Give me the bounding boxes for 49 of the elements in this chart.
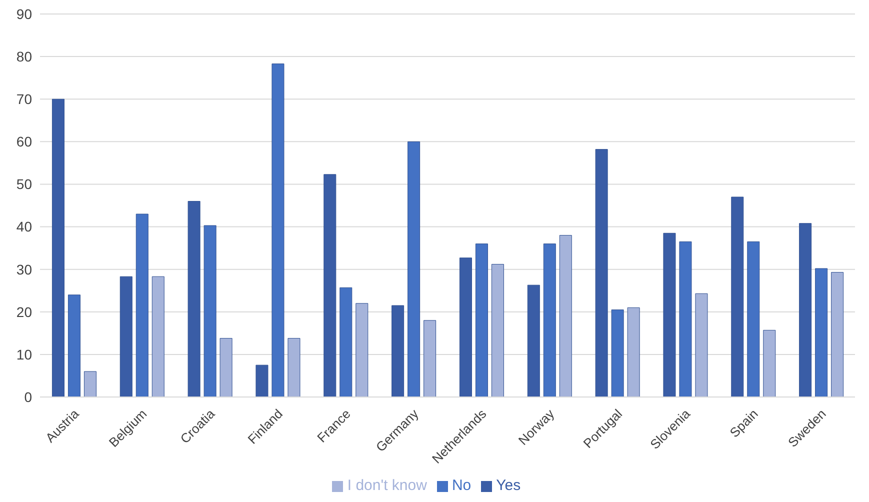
y-tick-label: 70 bbox=[16, 91, 32, 108]
bar bbox=[815, 268, 828, 397]
bar bbox=[204, 225, 216, 397]
bar bbox=[256, 364, 268, 397]
bar bbox=[731, 196, 744, 397]
bar bbox=[392, 305, 404, 397]
y-tick-label: 80 bbox=[16, 48, 32, 65]
bar bbox=[424, 320, 436, 397]
y-tick-label: 10 bbox=[16, 346, 32, 362]
bar bbox=[52, 98, 64, 397]
y-tick-label: 20 bbox=[16, 304, 32, 320]
y-tick-label: 60 bbox=[16, 134, 32, 150]
bar bbox=[595, 149, 608, 397]
bar bbox=[679, 241, 692, 397]
y-tick-label: 90 bbox=[16, 6, 32, 22]
legend-label: I don't know bbox=[347, 477, 427, 494]
bar bbox=[220, 338, 232, 397]
bar bbox=[152, 276, 164, 397]
bar bbox=[627, 307, 640, 397]
bar bbox=[611, 310, 624, 397]
legend-label: No bbox=[452, 477, 472, 494]
y-tick-label: 0 bbox=[24, 388, 32, 405]
bar bbox=[831, 272, 844, 397]
bar bbox=[695, 293, 708, 397]
bar bbox=[559, 235, 572, 397]
bar bbox=[120, 276, 132, 397]
y-tick-label: 30 bbox=[16, 261, 32, 278]
bar bbox=[747, 241, 760, 397]
bar bbox=[491, 264, 504, 397]
y-tick-label: 40 bbox=[16, 218, 32, 235]
bar bbox=[475, 244, 488, 397]
bar bbox=[68, 294, 80, 397]
bar bbox=[459, 258, 472, 397]
bar bbox=[527, 284, 540, 397]
bar bbox=[543, 244, 556, 397]
bar bbox=[408, 141, 420, 397]
bar bbox=[663, 232, 676, 397]
bar bbox=[288, 338, 300, 397]
legend-label: Yes bbox=[496, 477, 521, 494]
bar bbox=[324, 174, 336, 397]
bar bbox=[188, 200, 200, 397]
bar bbox=[84, 371, 96, 397]
bar bbox=[356, 303, 368, 397]
bar bbox=[136, 214, 148, 397]
bar bbox=[340, 287, 352, 397]
bar bbox=[272, 64, 284, 397]
bar bbox=[763, 330, 776, 397]
y-tick-label: 50 bbox=[16, 176, 32, 192]
bar bbox=[799, 223, 812, 397]
